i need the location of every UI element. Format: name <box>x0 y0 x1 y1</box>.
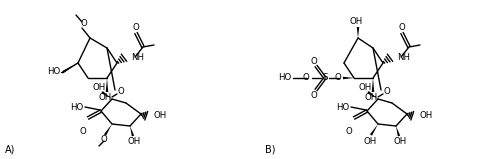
Text: O: O <box>334 73 341 83</box>
Text: HO: HO <box>278 73 291 83</box>
Text: NH: NH <box>131 52 144 62</box>
Text: O: O <box>100 135 107 144</box>
Text: OH: OH <box>153 111 166 121</box>
Text: S: S <box>322 73 328 83</box>
Polygon shape <box>370 124 378 136</box>
Text: OH: OH <box>128 138 140 146</box>
Text: O: O <box>132 24 140 32</box>
Polygon shape <box>62 63 78 73</box>
Polygon shape <box>343 77 354 79</box>
Text: HO: HO <box>47 68 60 76</box>
Text: O: O <box>80 128 86 136</box>
Text: OH: OH <box>350 17 362 25</box>
Polygon shape <box>102 91 112 99</box>
Text: OH: OH <box>98 93 112 103</box>
Text: OH: OH <box>394 138 406 146</box>
Polygon shape <box>130 126 134 136</box>
Text: NH: NH <box>397 52 410 62</box>
Text: O: O <box>384 87 391 97</box>
Text: O: O <box>346 128 352 136</box>
Text: OH: OH <box>92 83 106 91</box>
Polygon shape <box>368 91 378 99</box>
Polygon shape <box>372 78 374 92</box>
Polygon shape <box>357 27 359 38</box>
Text: OH: OH <box>419 111 432 121</box>
Text: O: O <box>310 56 318 66</box>
Polygon shape <box>106 78 108 92</box>
Text: HO: HO <box>336 103 349 111</box>
Text: O: O <box>302 73 309 83</box>
Polygon shape <box>396 126 400 136</box>
Text: O: O <box>398 24 406 32</box>
Text: B): B) <box>265 145 276 155</box>
Text: HO: HO <box>70 103 83 111</box>
Text: O: O <box>80 20 87 28</box>
Text: O: O <box>118 87 125 97</box>
Text: A): A) <box>5 145 15 155</box>
Text: O: O <box>310 90 318 100</box>
Text: OH: OH <box>364 93 378 103</box>
Text: OH: OH <box>358 83 372 91</box>
Polygon shape <box>104 124 112 136</box>
Text: OH: OH <box>364 138 376 146</box>
